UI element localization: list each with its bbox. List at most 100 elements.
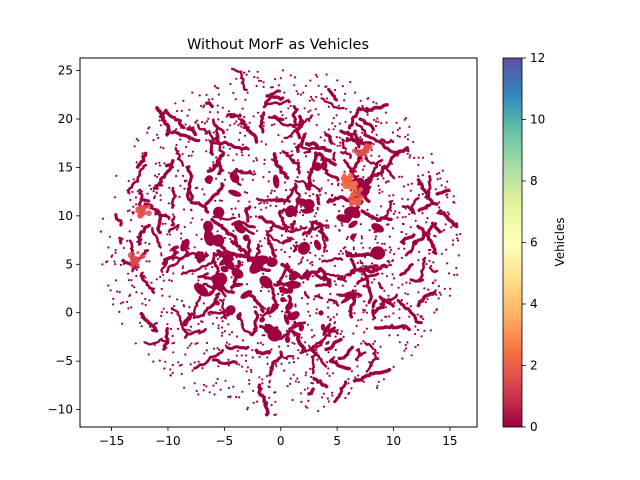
data-strand [347,289,358,319]
data-point [183,386,186,389]
data-point [300,209,303,212]
data-point [122,301,125,304]
data-point [224,236,227,240]
data-point [237,200,240,203]
data-point [401,216,404,219]
data-point [335,114,338,117]
data-point [379,345,382,348]
data-point [404,117,408,120]
data-point [211,98,214,101]
y-tick-label: 0 [65,306,73,320]
data-strand [327,298,340,307]
data-point [396,334,399,337]
data-point [456,237,459,240]
data-point [238,396,241,399]
data-point [357,319,360,322]
colorbar-tick-label: 0 [530,420,538,434]
data-point [352,332,355,335]
hotspot-point [127,252,135,259]
data-point [427,171,430,174]
data-point [130,306,133,309]
data-point [243,134,247,137]
data-point [144,241,147,244]
data-point [366,208,369,211]
data-point [178,364,181,367]
data-point [169,374,172,377]
data-point [285,275,288,278]
chart-title: Without MorF as Vehicles [187,37,369,53]
data-point [366,113,369,116]
data-point [270,348,273,351]
data-strand [379,138,395,145]
data-point [327,315,330,319]
data-point [392,212,395,215]
data-point [352,248,355,251]
data-point [241,107,244,110]
data-point [167,202,170,205]
data-point [445,193,448,197]
data-point [115,174,118,177]
data-point [280,234,283,237]
data-point [134,342,137,345]
data-strand [261,306,271,318]
data-point [172,272,175,275]
data-strand [331,151,337,162]
hotspot-point [347,172,354,179]
data-point [235,354,238,357]
data-point [452,200,455,204]
data-point [403,247,406,250]
data-point [387,260,390,263]
data-strand [192,299,218,320]
data-point [421,212,424,215]
data-point [327,105,330,108]
data-point [325,73,328,76]
data-point [245,73,248,76]
data-point [246,366,249,369]
data-point [223,135,226,138]
data-point [218,348,221,351]
y-tick-label: 10 [58,209,73,223]
data-point [175,228,179,231]
data-strand [430,221,442,234]
data-strand [161,245,179,266]
data-strand [216,140,225,155]
data-point [362,308,365,311]
data-point [128,230,131,233]
data-point [251,349,254,352]
data-point [360,261,363,265]
data-point [373,278,376,281]
data-point [381,242,384,245]
data-point [188,306,191,309]
data-point [187,312,190,315]
data-point [374,235,378,238]
data-point [435,308,438,312]
data-point [350,387,353,390]
data-point [324,85,327,88]
data-point [131,190,134,193]
y-tick-label: 20 [58,112,73,126]
data-strand [364,134,395,154]
data-cluster [313,239,322,251]
data-point [212,322,215,325]
data-point [293,76,297,79]
data-point [336,293,339,296]
data-point [445,248,448,251]
data-point [176,298,179,301]
data-point [342,247,345,250]
data-point [334,88,337,92]
data-point [256,400,259,403]
data-point [203,352,206,355]
data-strand [205,101,214,109]
data-point [197,322,200,326]
data-point [325,226,328,229]
data-point [265,206,268,209]
data-point [416,344,420,347]
data-point [215,316,218,319]
data-point [255,157,258,160]
data-point [410,354,413,357]
data-cluster [297,241,311,255]
data-point [403,118,406,121]
data-point [331,122,334,125]
data-point [341,85,344,88]
data-point [339,332,342,336]
